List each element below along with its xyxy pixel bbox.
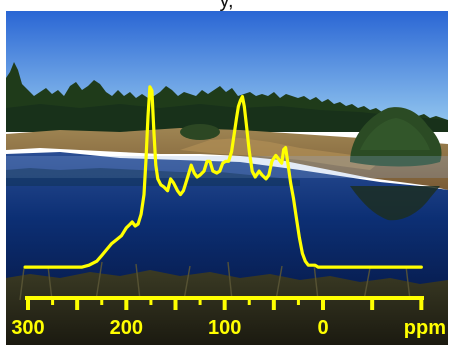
x-tick-label: 300 xyxy=(11,317,44,339)
marsh-grass xyxy=(180,138,380,170)
lake-water xyxy=(6,152,448,300)
top-white-strip xyxy=(0,0,453,12)
foreground-reeds xyxy=(6,270,448,345)
shrub-left xyxy=(180,124,220,140)
x-axis-unit-label: ppm xyxy=(404,317,446,339)
reed-stalks xyxy=(19,261,411,301)
spectrum-line xyxy=(23,85,423,269)
marsh-bank xyxy=(6,128,448,190)
x-tick-label: 0 xyxy=(317,317,328,339)
bush-reflection xyxy=(350,186,440,221)
caption-fragment: y, xyxy=(219,0,234,12)
x-tick-label: 100 xyxy=(208,317,241,339)
forest-shadow xyxy=(6,104,448,132)
x-tick-labels: 300 200 100 0 ppm xyxy=(11,317,446,339)
nmr-spectrum xyxy=(23,85,423,269)
x-tick-label: 200 xyxy=(110,317,143,339)
x-axis xyxy=(25,296,424,310)
sky-reflection xyxy=(6,156,448,178)
tree-reflection xyxy=(6,168,300,186)
pine-bush-highlight xyxy=(360,118,430,150)
